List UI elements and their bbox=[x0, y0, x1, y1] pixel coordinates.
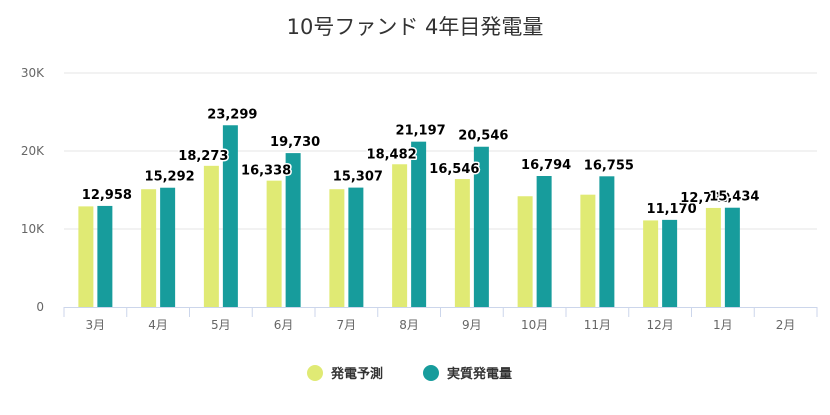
data-label: 16,755 bbox=[584, 158, 634, 173]
data-label: 18,482 bbox=[367, 147, 417, 162]
x-tick-label: 3月 bbox=[86, 318, 106, 332]
legend[interactable]: 発電予測 実質発電量 bbox=[307, 365, 512, 382]
legend-marker bbox=[307, 365, 323, 381]
data-label: 16,794 bbox=[521, 158, 571, 173]
bar-actual[interactable] bbox=[536, 176, 552, 307]
bar-forecast[interactable] bbox=[643, 220, 659, 307]
x-tick-label: 9月 bbox=[462, 318, 482, 332]
chart-title: 10号ファンド 4年目発電量 bbox=[287, 15, 544, 39]
data-label: 15,307 bbox=[333, 170, 383, 185]
data-label: 23,299 bbox=[207, 107, 257, 122]
data-label: 12,729 bbox=[680, 191, 730, 206]
data-label: 11,170 bbox=[647, 202, 697, 217]
data-label: 18,273 bbox=[178, 149, 228, 164]
bar-forecast[interactable] bbox=[705, 207, 721, 307]
bar-actual[interactable] bbox=[222, 125, 238, 308]
bar-actual[interactable] bbox=[160, 187, 176, 307]
x-tick-label: 7月 bbox=[337, 318, 357, 332]
legend-item-actual[interactable]: 実質発電量 bbox=[423, 365, 512, 382]
bar-actual[interactable] bbox=[724, 207, 740, 307]
bar-forecast[interactable] bbox=[454, 179, 470, 307]
legend-label: 実質発電量 bbox=[447, 366, 512, 382]
bar-forecast[interactable] bbox=[141, 189, 157, 307]
bar-actual[interactable] bbox=[348, 187, 364, 307]
grid-lines bbox=[64, 72, 817, 230]
bar-forecast[interactable] bbox=[392, 164, 408, 307]
data-label: 15,434 bbox=[709, 190, 759, 205]
data-label: 12,958 bbox=[82, 188, 132, 203]
x-tick-label: 2月 bbox=[776, 318, 796, 332]
bar-actual[interactable] bbox=[662, 219, 678, 307]
bar-forecast[interactable] bbox=[517, 196, 533, 307]
y-axis: 0 10K 20K 30K bbox=[21, 66, 45, 314]
bar-actual[interactable] bbox=[97, 205, 113, 307]
data-label: 19,730 bbox=[270, 135, 320, 150]
legend-marker bbox=[423, 365, 439, 381]
legend-label: 発電予測 bbox=[330, 366, 383, 382]
x-tick-label: 6月 bbox=[274, 318, 294, 332]
x-axis: 3月 4月 5月 6月 7月 8月 9月 10月 11月 12月 1月 2月 bbox=[63, 307, 818, 332]
bar-forecast[interactable] bbox=[329, 189, 345, 307]
data-label: 15,292 bbox=[145, 170, 195, 185]
x-tick-label: 4月 bbox=[148, 318, 168, 332]
x-tick-label: 8月 bbox=[399, 318, 419, 332]
y-tick-label: 30K bbox=[21, 66, 45, 80]
bar-forecast[interactable] bbox=[266, 180, 282, 307]
bar-actual[interactable] bbox=[473, 146, 489, 307]
data-label: 20,546 bbox=[458, 129, 508, 144]
x-tick-label: 11月 bbox=[584, 318, 611, 332]
data-label: 21,197 bbox=[396, 124, 446, 139]
bar-actual[interactable] bbox=[411, 141, 427, 307]
bars bbox=[78, 125, 740, 308]
x-tick-label: 1月 bbox=[713, 318, 733, 332]
x-tick-label: 12月 bbox=[646, 318, 673, 332]
y-tick-label: 10K bbox=[21, 222, 45, 236]
y-tick-label: 20K bbox=[21, 144, 45, 158]
data-label: 16,546 bbox=[429, 162, 479, 177]
x-tick-label: 10月 bbox=[521, 318, 548, 332]
bar-forecast[interactable] bbox=[580, 194, 596, 307]
legend-item-forecast[interactable]: 発電予測 bbox=[307, 365, 383, 382]
x-tick-label: 5月 bbox=[211, 318, 231, 332]
bar-actual[interactable] bbox=[599, 176, 615, 307]
bar-forecast[interactable] bbox=[78, 206, 94, 307]
y-tick-label: 0 bbox=[36, 300, 44, 314]
bar-actual[interactable] bbox=[285, 153, 301, 307]
bar-forecast[interactable] bbox=[203, 165, 219, 307]
data-label: 16,338 bbox=[241, 164, 291, 179]
data-labels: 12,958 15,292 18,273 23,299 16,338 19,730 15,3… bbox=[80, 106, 761, 219]
